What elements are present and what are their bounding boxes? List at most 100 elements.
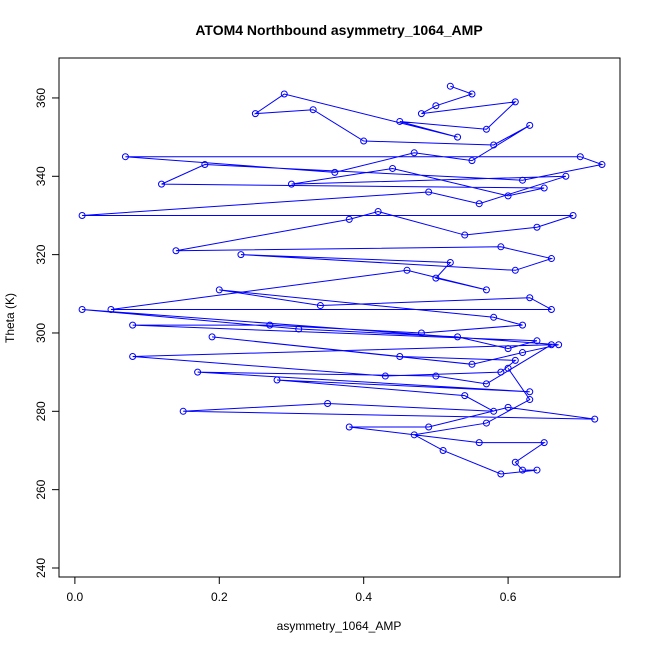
y-tick-label: 280 <box>34 401 48 421</box>
data-point <box>519 321 527 329</box>
y-tick-label: 260 <box>34 479 48 499</box>
y-tick-label: 320 <box>34 244 48 264</box>
data-point <box>345 215 353 223</box>
data-point <box>432 102 440 110</box>
data-point <box>547 255 555 263</box>
data-point <box>425 188 433 196</box>
data-point <box>468 360 476 368</box>
data-point <box>482 419 490 427</box>
data-point <box>526 388 534 396</box>
data-point <box>540 439 548 447</box>
data-point <box>461 392 469 400</box>
data-point <box>417 110 425 118</box>
data-point <box>381 372 389 380</box>
data-point <box>172 247 180 255</box>
data-point <box>526 396 534 404</box>
data-point <box>446 82 454 90</box>
data-point <box>547 305 555 313</box>
data-point <box>201 161 209 169</box>
data-point <box>417 329 425 337</box>
y-axis-label: Theta (K) <box>3 293 17 343</box>
data-point <box>360 137 368 145</box>
data-point <box>237 251 245 259</box>
data-point <box>396 117 404 125</box>
data-point <box>446 258 454 266</box>
data-point <box>158 180 166 188</box>
data-point <box>107 305 115 313</box>
x-tick-label: 0.4 <box>355 590 372 604</box>
data-point <box>497 243 505 251</box>
data-point <box>403 266 411 274</box>
data-point <box>215 286 223 294</box>
data-point <box>410 431 418 439</box>
data-point <box>129 321 137 329</box>
data-point <box>78 211 86 219</box>
data-point <box>519 349 527 357</box>
y-tick-label: 300 <box>34 323 48 343</box>
data-point <box>461 231 469 239</box>
data-point <box>497 368 505 376</box>
data-point <box>526 294 534 302</box>
data-point <box>504 403 512 411</box>
y-tick-label: 360 <box>34 88 48 108</box>
chart-title: ATOM4 Northbound asymmetry_1064_AMP <box>195 22 482 38</box>
data-point <box>547 341 555 349</box>
data-point <box>591 415 599 423</box>
data-point <box>511 356 519 364</box>
data-point <box>439 446 447 454</box>
data-point <box>511 98 519 106</box>
data-point <box>309 106 317 114</box>
x-tick-label: 0.2 <box>211 590 228 604</box>
data-point <box>295 325 303 333</box>
data-point <box>389 164 397 172</box>
data-point <box>569 211 577 219</box>
data-point <box>287 180 295 188</box>
data-point <box>468 157 476 165</box>
y-tick-label: 240 <box>34 558 48 578</box>
x-axis-label: asymmetry_1064_AMP <box>277 619 402 633</box>
data-point <box>555 341 563 349</box>
data-point <box>454 333 462 341</box>
data-point <box>266 321 274 329</box>
data-point <box>432 274 440 282</box>
data-point <box>490 313 498 321</box>
data-point <box>331 168 339 176</box>
data-point <box>468 90 476 98</box>
data-point <box>511 458 519 466</box>
data-point <box>345 423 353 431</box>
data-point <box>410 149 418 157</box>
data-point <box>482 380 490 388</box>
data-point <box>511 266 519 274</box>
data-point <box>280 90 288 98</box>
data-point <box>519 176 527 184</box>
data-point <box>504 192 512 200</box>
data-point <box>562 172 570 180</box>
data-point <box>78 305 86 313</box>
data-point <box>576 153 584 161</box>
data-point <box>425 423 433 431</box>
data-point <box>482 125 490 133</box>
data-point <box>540 184 548 192</box>
data-point <box>316 302 324 310</box>
data-point <box>273 376 281 384</box>
x-tick-label: 0.6 <box>500 590 517 604</box>
data-point <box>454 133 462 141</box>
data-point <box>526 121 534 129</box>
data-point <box>121 153 129 161</box>
data-point <box>251 110 259 118</box>
data-point <box>497 470 505 478</box>
x-tick-label: 0.0 <box>67 590 84 604</box>
data-point <box>475 439 483 447</box>
data-point <box>598 161 606 169</box>
data-point <box>533 223 541 231</box>
y-tick-label: 340 <box>34 166 48 186</box>
plot-frame <box>58 57 621 578</box>
data-point <box>374 208 382 216</box>
data-point <box>490 141 498 149</box>
data-point <box>533 466 541 474</box>
data-point <box>432 372 440 380</box>
data-point <box>490 407 498 415</box>
data-point <box>482 286 490 294</box>
